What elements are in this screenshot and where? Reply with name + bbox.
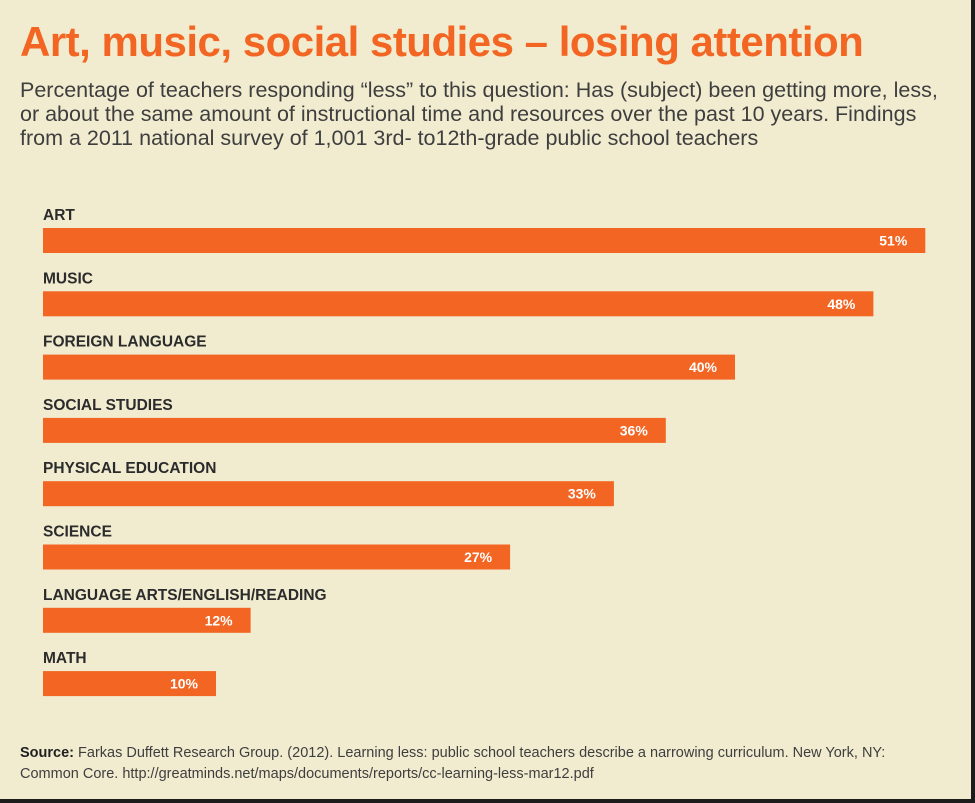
value-label: 33% [568, 486, 597, 502]
category-label: SOCIAL STUDIES [43, 397, 173, 414]
bar [43, 671, 216, 697]
source-note: Source: Farkas Duffett Research Group. (… [20, 743, 940, 785]
category-label: MATH [43, 650, 87, 667]
chart-subtitle: Percentage of teachers responding “less”… [20, 78, 938, 150]
bar-chart: ART 51% MUSIC 48% FOREIGN LANGUAGE 40% SOCIAL … [43, 207, 926, 697]
bar [43, 354, 735, 380]
category-label: LANGUAGE ARTS/ENGLISH/READING [43, 587, 327, 604]
bar [43, 291, 874, 317]
category-label: MUSIC [43, 270, 93, 287]
value-label: 12% [205, 612, 234, 628]
chart-title: Art, music, social studies – losing atte… [20, 18, 864, 65]
source-text: Farkas Duffett Research Group. (2012). L… [20, 745, 886, 782]
value-label: 51% [879, 233, 908, 249]
value-label: 48% [827, 296, 856, 312]
value-label: 40% [689, 359, 718, 375]
category-label: PHYSICAL EDUCATION [43, 460, 216, 477]
bar [43, 417, 666, 443]
bar [43, 544, 511, 570]
source-label: Source: [20, 745, 74, 761]
bar [43, 481, 614, 507]
value-label: 10% [170, 676, 199, 692]
value-label: 36% [620, 422, 649, 438]
category-label: FOREIGN LANGUAGE [43, 334, 207, 351]
value-label: 27% [464, 549, 493, 565]
bar [43, 607, 251, 633]
category-label: ART [43, 207, 75, 224]
bar [43, 228, 926, 253]
category-label: SCIENCE [43, 524, 112, 541]
